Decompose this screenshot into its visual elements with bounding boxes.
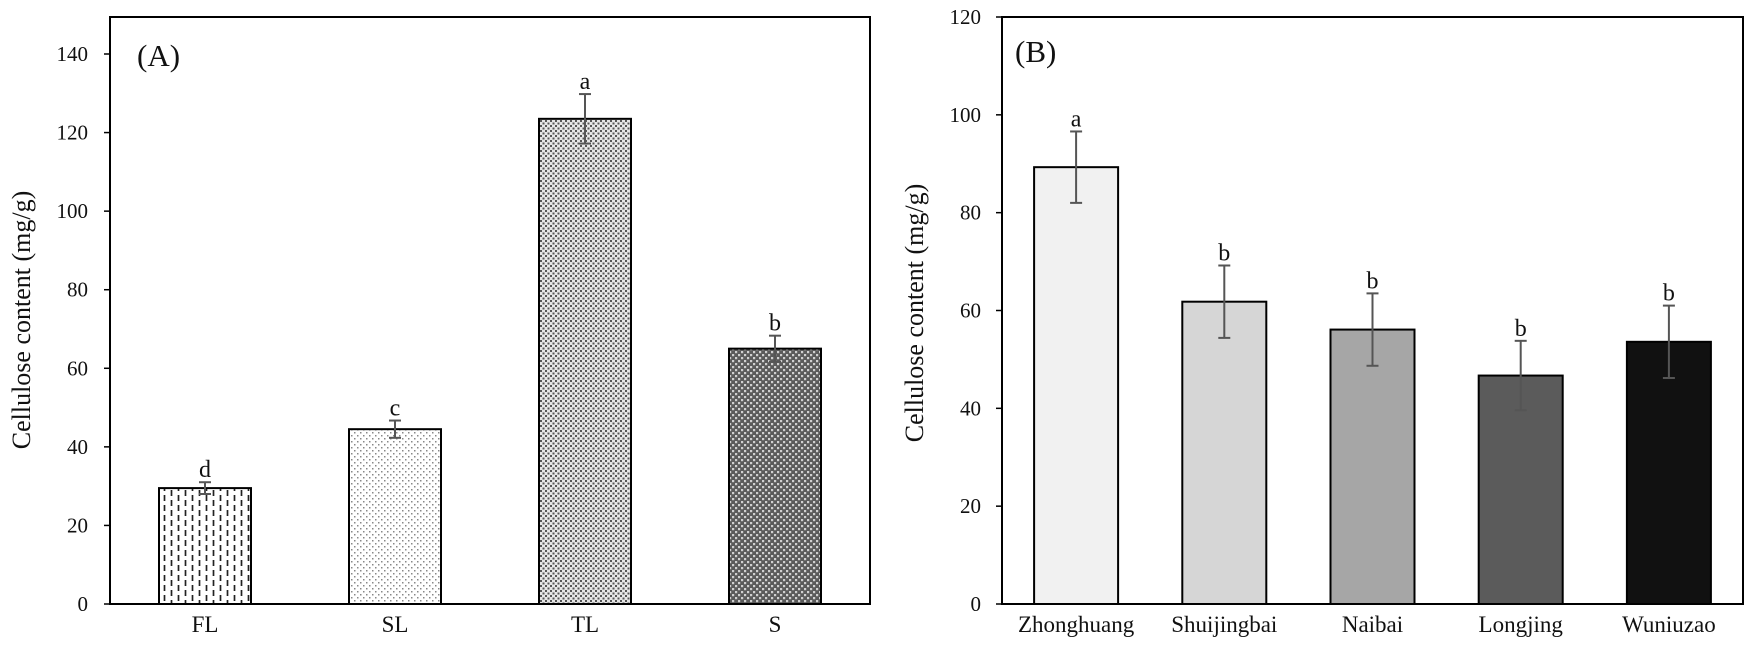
y-tick-label: 100: [950, 103, 982, 127]
bar-sl: [348, 428, 442, 605]
y-tick-label: 60: [960, 299, 981, 323]
category-label: Shuijingbai: [1171, 612, 1277, 637]
bar-wuniuzao: [1625, 340, 1712, 605]
significance-label: d: [199, 457, 211, 483]
category-label: Naibai: [1342, 612, 1403, 637]
y-tick-label: 80: [67, 278, 88, 302]
y-axis-label-b: Cellulose content (mg/g): [900, 184, 929, 443]
bar-longjing: [1477, 374, 1564, 605]
bar-s: [728, 347, 822, 605]
y-ticks-a: 0 20 40 60 80 100 120 140: [57, 42, 110, 616]
y-tick-label: 120: [57, 121, 89, 145]
significance-label: c: [390, 396, 401, 422]
y-tick-label: 0: [78, 592, 89, 616]
bar-shuijingbai: [1181, 300, 1268, 605]
chart-panel-b: (B) Cellulose content (mg/g) 0 20 40 60 80 10…: [900, 5, 1744, 637]
y-tick-label: 40: [67, 435, 88, 459]
panel-label-a: (A): [137, 38, 180, 73]
panel-label-b: (B): [1015, 34, 1056, 69]
category-label: S: [769, 612, 782, 637]
bars-a: d FL c SL a TL b S: [158, 69, 822, 637]
y-tick-label: 100: [57, 199, 89, 223]
y-tick-label: 60: [67, 356, 88, 380]
significance-label: b: [1663, 281, 1675, 307]
category-label: Wuniuzao: [1622, 612, 1716, 637]
bar-tl: [538, 117, 632, 605]
y-ticks-b: 0 20 40 60 80 100 120: [950, 5, 1002, 616]
category-label: FL: [192, 612, 219, 637]
y-tick-label: 140: [57, 42, 89, 66]
plot-frame-a: [109, 16, 871, 605]
bar-naibai: [1329, 328, 1416, 605]
bar-fl: [158, 487, 252, 606]
category-label: SL: [382, 612, 409, 637]
y-tick-label: 20: [960, 494, 981, 518]
significance-label: b: [769, 311, 781, 337]
significance-label: a: [1071, 106, 1082, 132]
category-label: TL: [571, 612, 599, 637]
category-label: Zhonghuang: [1018, 612, 1135, 637]
bar-zhonghuang: [1033, 166, 1120, 605]
y-axis-label-a: Cellulose content (mg/g): [7, 191, 36, 450]
y-tick-label: 0: [971, 592, 982, 616]
significance-label: b: [1218, 240, 1230, 266]
bars-b: a Zhonghuang b Shuijingbai b Naibai b Longjing b…: [1018, 106, 1716, 637]
significance-label: b: [1367, 268, 1379, 294]
significance-label: b: [1515, 316, 1527, 342]
y-tick-label: 80: [960, 201, 981, 225]
y-tick-label: 20: [67, 513, 88, 537]
category-label: Longjing: [1479, 612, 1564, 637]
y-tick-label: 40: [960, 396, 981, 420]
y-tick-label: 120: [950, 5, 982, 29]
significance-label: a: [580, 69, 591, 95]
chart-panel-a: (A) Cellulose content (mg/g) 0 20 40 60 80 10…: [7, 16, 871, 637]
